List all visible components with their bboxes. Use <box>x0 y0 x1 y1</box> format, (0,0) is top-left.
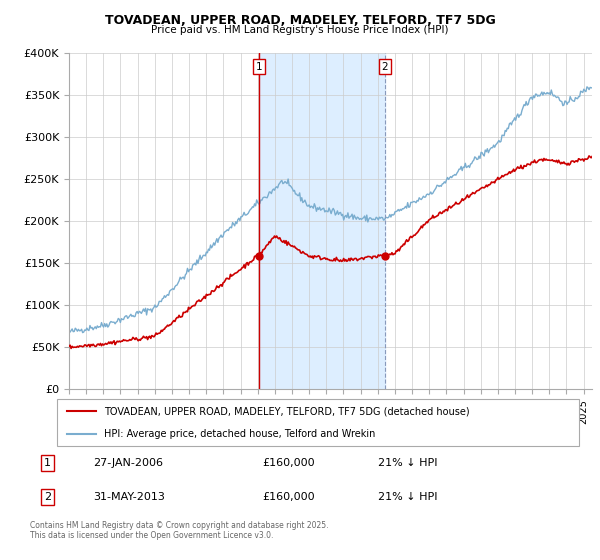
Text: 2: 2 <box>382 62 388 72</box>
Text: £160,000: £160,000 <box>262 492 314 502</box>
Text: 31-MAY-2013: 31-MAY-2013 <box>94 492 166 502</box>
FancyBboxPatch shape <box>56 399 580 446</box>
Bar <box>259 53 385 389</box>
Text: Price paid vs. HM Land Registry's House Price Index (HPI): Price paid vs. HM Land Registry's House … <box>151 25 449 35</box>
Text: TOVADEAN, UPPER ROAD, MADELEY, TELFORD, TF7 5DG: TOVADEAN, UPPER ROAD, MADELEY, TELFORD, … <box>104 14 496 27</box>
Text: 2: 2 <box>44 492 51 502</box>
Text: £160,000: £160,000 <box>262 458 314 468</box>
Text: 1: 1 <box>44 458 51 468</box>
Text: 27-JAN-2006: 27-JAN-2006 <box>94 458 163 468</box>
Text: TOVADEAN, UPPER ROAD, MADELEY, TELFORD, TF7 5DG (detached house): TOVADEAN, UPPER ROAD, MADELEY, TELFORD, … <box>104 406 470 416</box>
Text: 21% ↓ HPI: 21% ↓ HPI <box>378 492 437 502</box>
Text: Contains HM Land Registry data © Crown copyright and database right 2025.
This d: Contains HM Land Registry data © Crown c… <box>30 521 329 540</box>
Text: 21% ↓ HPI: 21% ↓ HPI <box>378 458 437 468</box>
Text: HPI: Average price, detached house, Telford and Wrekin: HPI: Average price, detached house, Telf… <box>104 430 376 440</box>
Text: 1: 1 <box>256 62 262 72</box>
